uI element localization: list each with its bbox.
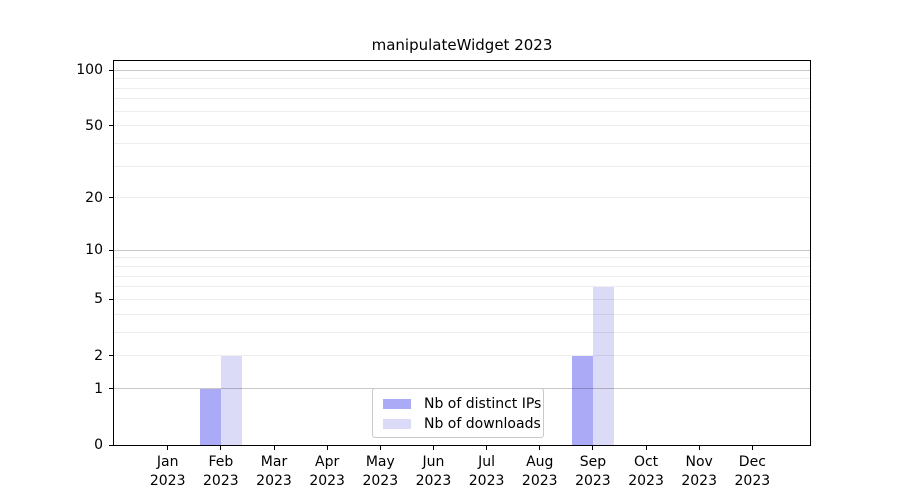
x-tick-month: Nov [685,454,713,470]
x-tick-month: Dec [738,454,766,470]
x-tick-mark [273,446,275,450]
y-tick-label: 10 [85,242,103,259]
x-tick-mark [167,446,169,450]
x-tick-label: Aug 2023 [500,453,580,491]
bar-nb-of-downloads-sep [592,286,614,445]
minor-gridline [114,331,810,333]
x-tick-year: 2023 [575,473,611,489]
major-gridline [114,69,810,71]
x-tick-month: Jun [422,454,445,470]
minor-gridline [114,98,810,100]
y-tick-mark [109,125,114,127]
x-tick-label: Nov 2023 [659,453,739,491]
y-tick-mark [109,197,114,199]
y-tick-label: 100 [76,62,103,79]
x-tick-mark [751,446,753,450]
x-tick-year: 2023 [309,473,345,489]
x-tick-month: Feb [208,454,234,470]
legend-label-distinct-ips: Nb of distinct IPs [424,396,542,412]
x-tick-label: Oct 2023 [606,453,686,491]
x-tick-year: 2023 [362,473,399,489]
minor-gridline [114,286,810,288]
x-tick-label: Dec 2023 [712,453,792,491]
x-tick-label: Mar 2023 [234,453,314,491]
x-tick-year: 2023 [628,473,664,489]
y-tick-mark [109,298,114,300]
minor-gridline [114,78,810,80]
x-tick-month: Jul [478,454,496,470]
x-tick-year: 2023 [734,473,771,489]
x-tick-month: Aug [526,454,554,470]
minor-gridline [114,298,810,300]
minor-gridline [114,165,810,167]
y-tick-label: 50 [85,117,103,134]
bar-nb-of-downloads-feb [220,355,242,445]
x-tick-label: Jan 2023 [128,453,208,491]
minor-gridline [114,313,810,315]
plot-area [113,60,811,446]
minor-gridline [114,110,810,112]
y-tick-mark [109,249,114,251]
minor-gridline [114,125,810,127]
x-tick-month: Apr [315,454,340,470]
y-tick-label: 1 [94,380,103,397]
x-tick-month: May [365,454,395,470]
minor-gridline [114,142,810,144]
x-tick-mark [486,446,488,450]
bar-nb-of-distinct-ips-feb [199,388,221,445]
y-tick-label: 20 [85,189,103,206]
x-tick-year: 2023 [203,473,239,489]
x-tick-label: Jul 2023 [447,453,527,491]
y-tick-mark [109,355,114,357]
legend-swatch-downloads [383,419,411,429]
legend-item-distinct-ips: Nb of distinct IPs [383,394,541,414]
x-tick-year: 2023 [681,473,717,489]
x-tick-year: 2023 [149,473,186,489]
x-tick-label: Jun 2023 [393,453,473,491]
legend-item-downloads: Nb of downloads [383,414,541,434]
y-tick-label: 5 [94,291,103,308]
minor-gridline [114,275,810,277]
x-tick-mark [379,446,381,450]
y-tick-mark [109,388,114,390]
x-tick-mark [698,446,700,450]
x-tick-month: Mar [260,454,288,470]
minor-gridline [114,355,810,357]
minor-gridline [114,257,810,259]
y-tick-mark [109,444,114,446]
x-tick-year: 2023 [468,473,505,489]
legend: Nb of distinct IPs Nb of downloads [372,388,544,438]
x-tick-mark [432,446,434,450]
x-tick-mark [645,446,647,450]
x-tick-label: Sep 2023 [553,453,633,491]
x-tick-mark [326,446,328,450]
y-tick-label: 0 [94,437,103,453]
legend-label-downloads: Nb of downloads [424,416,541,432]
x-tick-mark [592,446,594,450]
chart-title: manipulateWidget 2023 [371,36,553,54]
x-tick-mark [539,446,541,450]
minor-gridline [114,266,810,268]
x-tick-month: Sep [579,454,607,470]
x-tick-year: 2023 [521,473,558,489]
bars-layer [114,61,810,445]
x-tick-year: 2023 [415,473,452,489]
y-tick-mark [109,69,114,71]
minor-gridline [114,197,810,199]
x-tick-label: Apr 2023 [287,453,367,491]
bar-nb-of-distinct-ips-sep [571,355,593,445]
x-tick-mark [220,446,222,450]
legend-swatch-distinct-ips [383,399,411,409]
minor-gridline [114,87,810,89]
x-tick-label: Feb 2023 [181,453,261,491]
x-tick-label: May 2023 [340,453,420,491]
x-tick-year: 2023 [256,473,292,489]
x-tick-month: Oct [633,454,659,470]
y-tick-label: 2 [94,347,103,364]
major-gridline [114,249,810,251]
x-tick-month: Jan [156,454,179,470]
